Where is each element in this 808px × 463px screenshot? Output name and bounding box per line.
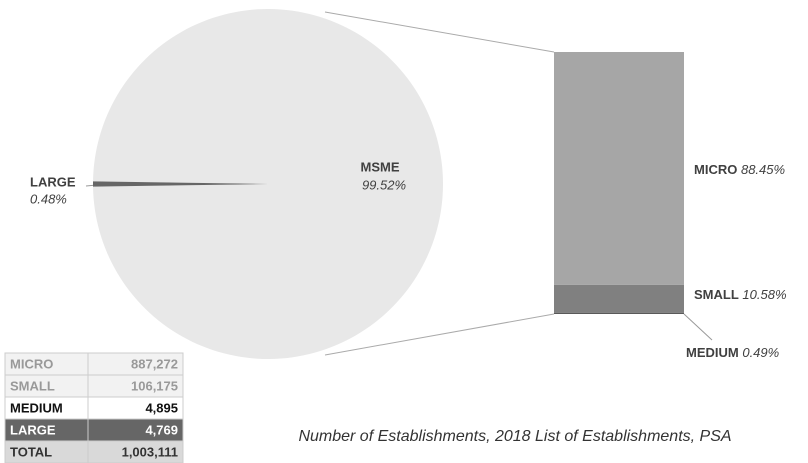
- bar-value: 88.45%: [741, 162, 785, 177]
- connector: [324, 11, 555, 53]
- table-cell: 1,003,111: [122, 444, 178, 459]
- table-cell: MEDIUM: [10, 400, 63, 415]
- bar-segment: [554, 284, 684, 313]
- table-row: [4, 440, 184, 463]
- bar-category: MICRO: [694, 162, 737, 177]
- bar-label: MEDIUM 0.49%: [686, 345, 779, 360]
- slice-value: 0.48%: [30, 191, 67, 206]
- bar-value: 10.58%: [742, 287, 786, 302]
- table-cell: 106,175: [131, 378, 178, 393]
- table-cell: SMALL: [10, 378, 55, 393]
- pie-slice: [93, 181, 269, 187]
- table-cell: LARGE: [10, 422, 56, 437]
- connector: [324, 313, 555, 356]
- bar-segment: [554, 52, 684, 285]
- caption: Number of Establishments, 2018 List of E…: [298, 428, 731, 445]
- bar-value: 0.49%: [742, 345, 779, 360]
- table-cell: 887,272: [131, 356, 178, 371]
- table-cell: MICRO: [10, 356, 53, 371]
- bar-category: MEDIUM: [686, 345, 739, 360]
- table: MICRO 887,272 SMALL 106,175 MEDIUM 4,895 LARGE…: [4, 352, 184, 463]
- table-cell: TOTAL: [10, 444, 52, 459]
- marks: [93, 8, 684, 359]
- bar-label: MICRO 88.45%: [694, 162, 785, 177]
- pie-slice: [93, 8, 443, 359]
- bar-category: SMALL: [694, 287, 739, 302]
- slice-label: LARGE: [30, 174, 76, 189]
- table-cell: 4,895: [145, 400, 178, 415]
- slice-label: MSME: [361, 159, 400, 174]
- table-cell: 4,769: [145, 422, 178, 437]
- slice-value: 99.52%: [362, 177, 406, 192]
- bar-label: SMALL 10.58%: [694, 287, 787, 302]
- leader-line: [683, 313, 713, 341]
- bar-segment: [554, 312, 684, 314]
